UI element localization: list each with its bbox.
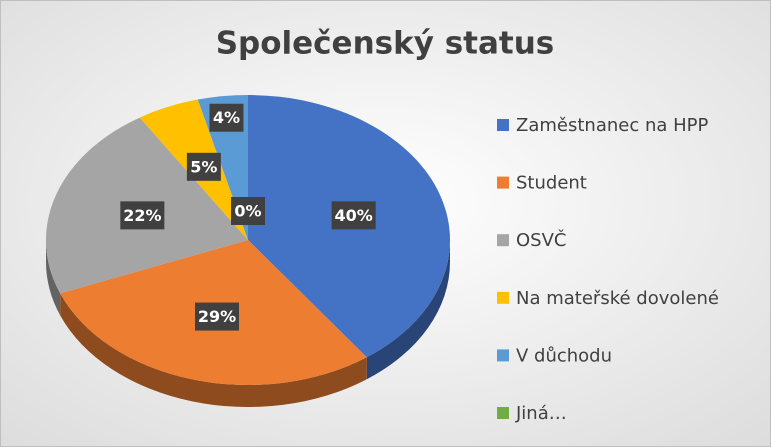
legend-label: Student: [516, 173, 587, 194]
legend-swatch: [497, 349, 509, 362]
data-label: 4%: [213, 108, 240, 127]
legend-label: Na mateřské dovolené: [516, 288, 719, 309]
legend-swatch: [497, 176, 509, 189]
legend-swatch: [497, 407, 509, 419]
data-label: 22%: [123, 206, 161, 225]
data-label-box: [231, 197, 265, 225]
data-label-box: [209, 103, 244, 132]
legend-label: Jiná…: [515, 403, 567, 424]
data-label: 0%: [234, 202, 261, 221]
chart-title: Společenský status: [216, 26, 555, 62]
data-label: 40%: [335, 206, 373, 225]
legend-label: OSVČ: [516, 229, 566, 251]
legend-swatch: [497, 119, 509, 131]
legend-swatch: [497, 291, 509, 304]
slice-side: [60, 293, 367, 407]
data-label-box: [186, 152, 221, 181]
data-label: 5%: [190, 157, 217, 176]
legend-label: V důchodu: [516, 345, 612, 366]
slice-side: [366, 240, 450, 380]
data-label-box: [120, 201, 165, 230]
legend-swatch: [497, 234, 509, 247]
legend-label: Zaměstnanec na HPP: [516, 115, 708, 136]
data-label: 29%: [198, 307, 236, 326]
data-label-box: [331, 201, 376, 230]
slice-side: [46, 240, 61, 316]
data-label-box: [195, 302, 240, 331]
